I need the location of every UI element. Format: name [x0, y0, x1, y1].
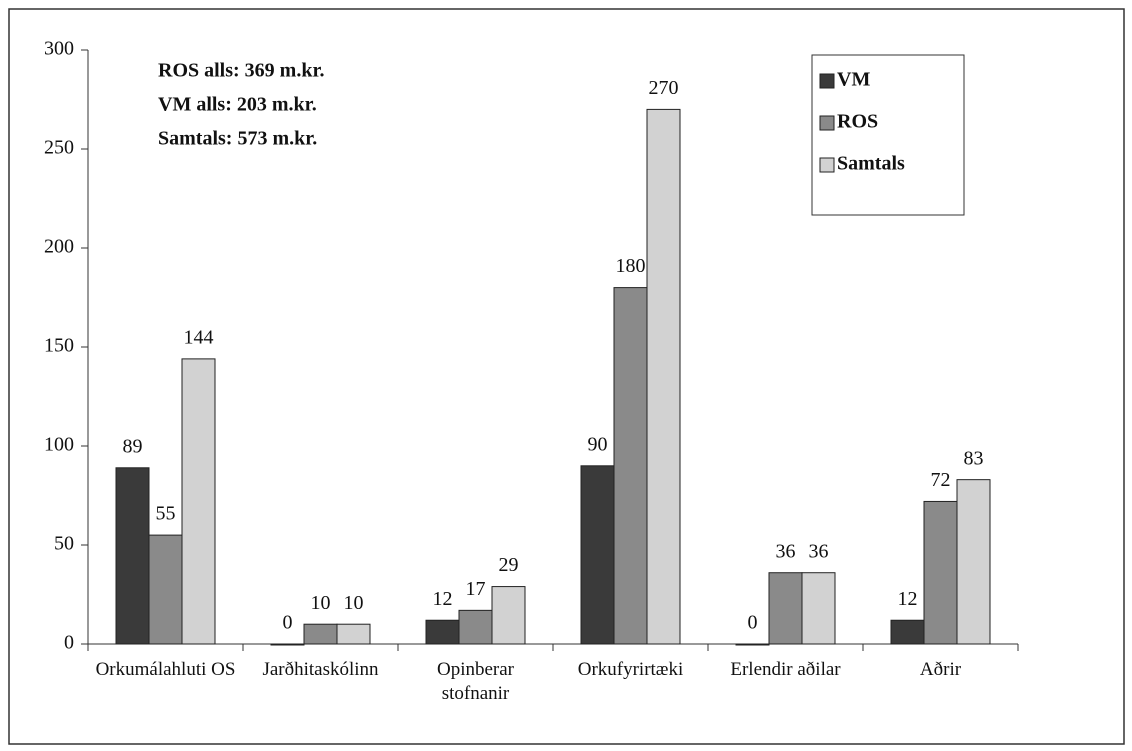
- data-label: 89: [123, 435, 143, 457]
- data-label: 90: [588, 433, 608, 455]
- data-label: 180: [616, 255, 646, 277]
- x-tick-label: Orkumálahluti OS: [95, 659, 236, 680]
- y-tick-label: 150: [44, 335, 74, 357]
- data-label: 83: [964, 447, 984, 469]
- bar: [613, 287, 648, 645]
- bar: [270, 643, 305, 646]
- data-label: 10: [311, 592, 331, 614]
- y-tick-label: 300: [44, 38, 74, 60]
- bar: [768, 572, 803, 645]
- bar: [923, 500, 958, 645]
- data-label: 0: [283, 612, 293, 634]
- data-label: 17: [466, 578, 486, 600]
- bar: [115, 467, 150, 645]
- data-label: 29: [499, 554, 519, 576]
- bar: [181, 358, 216, 645]
- bar: [735, 643, 770, 646]
- data-label: 12: [898, 588, 918, 610]
- bar: [580, 465, 615, 645]
- data-label: 55: [156, 503, 176, 525]
- bar: [646, 108, 681, 645]
- annotation: Samtals: 573 m.kr.: [158, 128, 317, 150]
- data-label: 36: [809, 540, 829, 562]
- y-tick-label: 200: [44, 236, 74, 258]
- bar: [303, 623, 338, 645]
- bar: [336, 623, 371, 645]
- bar: [458, 609, 493, 645]
- y-tick-label: 0: [64, 632, 74, 654]
- legend-label: Samtals: [837, 153, 905, 175]
- bar: [801, 572, 836, 645]
- data-label: 72: [931, 469, 951, 491]
- annotation: ROS alls: 369 m.kr.: [158, 60, 325, 82]
- frame: [8, 8, 1125, 745]
- x-tick-label: Erlendir aðilar: [730, 659, 841, 680]
- x-tick-label: Opinberar stofnanir: [436, 659, 515, 704]
- bar: [890, 619, 925, 645]
- y-tick-label: 250: [44, 137, 74, 159]
- data-label: 0: [748, 612, 758, 634]
- legend-swatch: [819, 73, 835, 89]
- legend-label: VM: [837, 69, 870, 91]
- bar: [148, 534, 183, 645]
- bar: [425, 619, 460, 645]
- data-label: 12: [433, 588, 453, 610]
- y-tick-label: 100: [44, 434, 74, 456]
- bar: [956, 479, 991, 645]
- legend-label: ROS: [837, 111, 878, 133]
- bar: [491, 586, 526, 645]
- legend: [811, 54, 965, 216]
- data-label: 270: [649, 77, 679, 99]
- data-label: 36: [776, 540, 796, 562]
- y-tick-label: 50: [54, 533, 74, 555]
- legend-swatch: [819, 157, 835, 173]
- data-label: 10: [344, 592, 364, 614]
- x-tick-label: Aðrir: [919, 659, 962, 680]
- data-label: 144: [184, 326, 214, 348]
- legend-swatch: [819, 115, 835, 131]
- annotation: VM alls: 203 m.kr.: [158, 94, 317, 116]
- x-tick-label: Orkufyrirtæki: [577, 659, 684, 680]
- x-tick-label: Jarðhitaskólinn: [262, 659, 379, 680]
